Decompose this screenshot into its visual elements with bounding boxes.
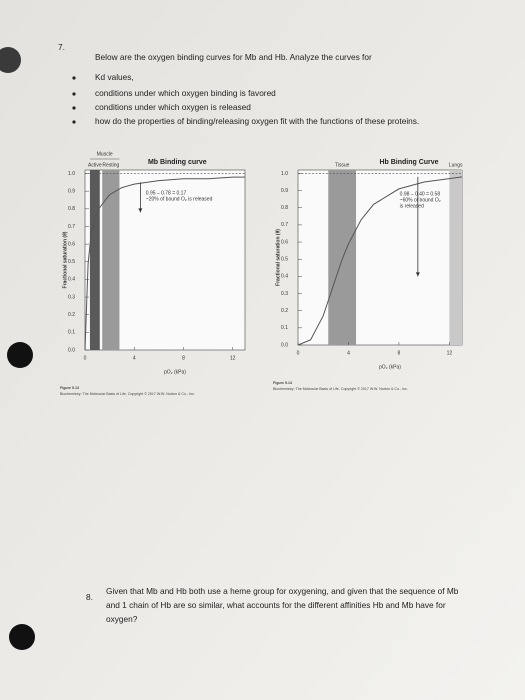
annotation: ~20% of bound O₂ is released — [146, 196, 213, 202]
y-tick-label: 0.6 — [281, 239, 288, 245]
bullet — [72, 92, 76, 96]
y-tick-label: 1.0 — [68, 171, 75, 177]
region-band — [449, 170, 462, 345]
y-tick-label: 0.5 — [68, 259, 75, 265]
arrow-head — [138, 208, 143, 213]
y-tick-label: 0.1 — [281, 325, 288, 331]
x-tick-label: 4 — [347, 350, 350, 356]
hole-punch — [7, 342, 33, 368]
bullet-text: conditions under which oxygen is release… — [95, 102, 251, 112]
y-tick-label: 0.3 — [68, 294, 75, 300]
y-tick-label: 0.7 — [68, 224, 75, 230]
hole-punch — [0, 47, 21, 73]
binding-curve — [297, 176, 463, 346]
bullet — [72, 76, 76, 80]
region-band — [102, 170, 120, 350]
y-tick-label: 0.0 — [281, 342, 288, 348]
y-axis-label: Fractional saturation (θ) — [275, 229, 281, 286]
y-tick-label: 0.4 — [68, 277, 75, 283]
x-tick-label: 4 — [133, 355, 136, 361]
y-tick-label: 0.2 — [281, 308, 288, 314]
question-number: 8. — [86, 592, 93, 602]
binding-curve — [84, 176, 245, 351]
y-tick-label: 0.6 — [68, 241, 75, 247]
annotation: 0.98 – 0.40 = 0.58 — [400, 191, 441, 197]
hole-punch — [9, 624, 35, 650]
y-tick-label: 0.8 — [68, 206, 75, 212]
annotation: 0.95 – 0.78 = 0.17 — [146, 190, 187, 196]
question-text: Below are the oxygen binding curves for … — [95, 52, 372, 62]
bullet-text: Kd values, — [95, 72, 134, 82]
chart-title: Mb Binding curve — [148, 159, 207, 166]
group-label: Muscle — [97, 151, 113, 157]
annotation: ~60% of bound O₂ — [400, 197, 441, 203]
y-tick-label: 0.3 — [281, 291, 288, 297]
bullet-text: how do the properties of binding/releasi… — [95, 116, 419, 126]
y-tick-label: 0.9 — [281, 188, 288, 194]
y-tick-label: 0.0 — [68, 347, 75, 353]
x-tick-label: 8 — [182, 355, 185, 361]
x-tick-label: 12 — [447, 350, 453, 356]
question-text: Given that Mb and Hb both use a heme gro… — [106, 586, 459, 596]
x-tick-label: 12 — [230, 355, 236, 361]
y-axis-label: Fractional saturation (θ) — [62, 231, 68, 288]
figure-caption: Biochemistry: The Molecular Basis of Lif… — [60, 392, 195, 396]
arrow-head — [415, 272, 420, 277]
y-tick-label: 0.8 — [281, 205, 288, 211]
x-tick-label: 0 — [84, 355, 87, 361]
bullet — [72, 120, 76, 124]
x-axis-label: pO₂ (kPa) — [164, 369, 186, 375]
question-text: oxygen? — [106, 614, 138, 624]
y-tick-label: 0.7 — [281, 222, 288, 228]
figure-caption: Figure 5.14 — [273, 381, 292, 385]
bullet-text: conditions under which oxygen binding is… — [95, 88, 276, 98]
figure-caption: Figure 5.13 — [60, 386, 79, 390]
region-label: Lungs — [449, 162, 463, 168]
region-band — [89, 170, 100, 350]
y-tick-label: 0.5 — [281, 257, 288, 263]
y-tick-label: 1.0 — [281, 171, 288, 177]
chart-title: Hb Binding Curve — [379, 159, 438, 166]
plot-area — [297, 169, 463, 346]
x-tick-label: 8 — [398, 350, 401, 356]
x-axis-label: pO₂ (kPa) — [379, 364, 401, 370]
annotation: is released — [400, 203, 424, 209]
region-label: Active — [88, 162, 102, 168]
figure-caption: Biochemistry: The Molecular Basis of Lif… — [273, 387, 408, 391]
region-label: Resting — [102, 162, 119, 168]
question-number: 7. — [58, 42, 65, 52]
region-band — [328, 170, 357, 345]
y-tick-label: 0.9 — [68, 189, 75, 195]
y-tick-label: 0.4 — [281, 274, 288, 280]
y-tick-label: 0.1 — [68, 330, 75, 336]
question-text: and 1 chain of Hb are so similar, what a… — [106, 600, 446, 610]
region-label: Tissue — [335, 162, 350, 168]
y-tick-label: 0.2 — [68, 312, 75, 318]
x-tick-label: 0 — [297, 350, 300, 356]
bullet — [72, 106, 76, 110]
